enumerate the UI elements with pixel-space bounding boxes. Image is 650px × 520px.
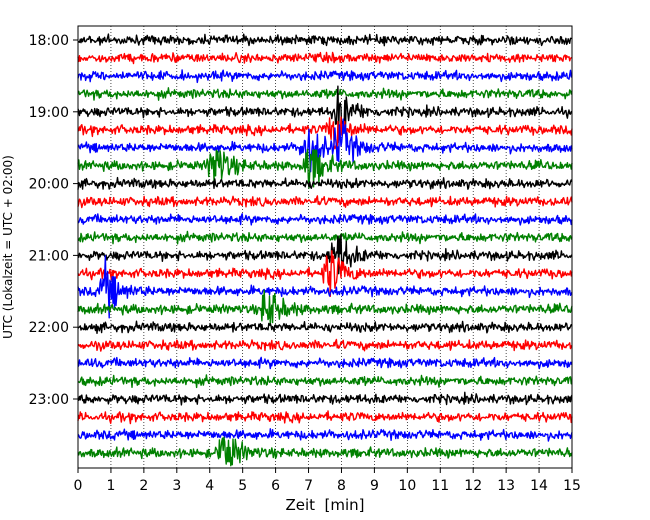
x-tick-label: 3 [172,478,181,494]
trace-line [77,69,573,84]
x-axis: 0 1 2 3 4 5 6 7 8 9 10 11 12 13 14 15 [74,468,581,494]
trace-line [77,338,573,352]
y-axis: 18:00 19:00 20:00 21:00 22:00 23:00 [29,33,78,408]
trace-line [77,250,573,297]
y-tick-label: 23:00 [29,392,69,408]
trace-lines [77,33,573,467]
trace-line [77,436,573,467]
trace-line [77,230,573,245]
x-tick-label: 5 [238,478,247,494]
trace-line [77,428,573,442]
trace-line [77,85,573,131]
y-tick-label: 22:00 [29,320,69,336]
trace-line [77,87,573,101]
trace-line [77,33,572,47]
y-tick-label: 21:00 [29,248,69,264]
x-tick-label: 12 [464,478,482,494]
plot-frame [77,25,573,469]
trace-line [77,234,573,275]
x-tick-label: 9 [370,478,379,494]
trace-line [77,116,573,150]
x-tick-label: 10 [398,478,416,494]
y-axis-label: UTC (Lokalzeit = UTC + 02:00) [1,155,15,339]
trace-line [77,289,573,327]
x-tick-label: 1 [106,478,115,494]
x-tick-label: 15 [563,478,581,494]
x-tick-label: 7 [304,478,313,494]
x-axis-label: Zeit [min] [285,496,364,514]
x-tick-label: 0 [74,478,83,494]
trace-line [77,195,573,209]
trace-line [77,213,573,226]
y-tick-label: 20:00 [29,177,69,193]
trace-line [77,356,573,370]
trace-line [77,320,573,334]
x-tick-label: 8 [337,478,346,494]
trace-line [77,374,573,389]
trace-line [77,391,573,406]
y-tick-label: 18:00 [29,33,69,49]
x-tick-label: 14 [530,478,548,494]
y-tick-label: 19:00 [29,105,69,121]
trace-line [77,410,573,425]
trace-line [77,255,573,319]
x-tick-label: 4 [205,478,214,494]
x-tick-label: 13 [497,478,515,494]
trace-line [77,148,573,189]
trace-line [77,176,573,190]
trace-line [77,118,573,173]
x-tick-label: 6 [271,478,280,494]
x-tick-label: 2 [139,478,148,494]
x-tick-label: 11 [431,478,449,494]
trace-line [77,51,573,65]
